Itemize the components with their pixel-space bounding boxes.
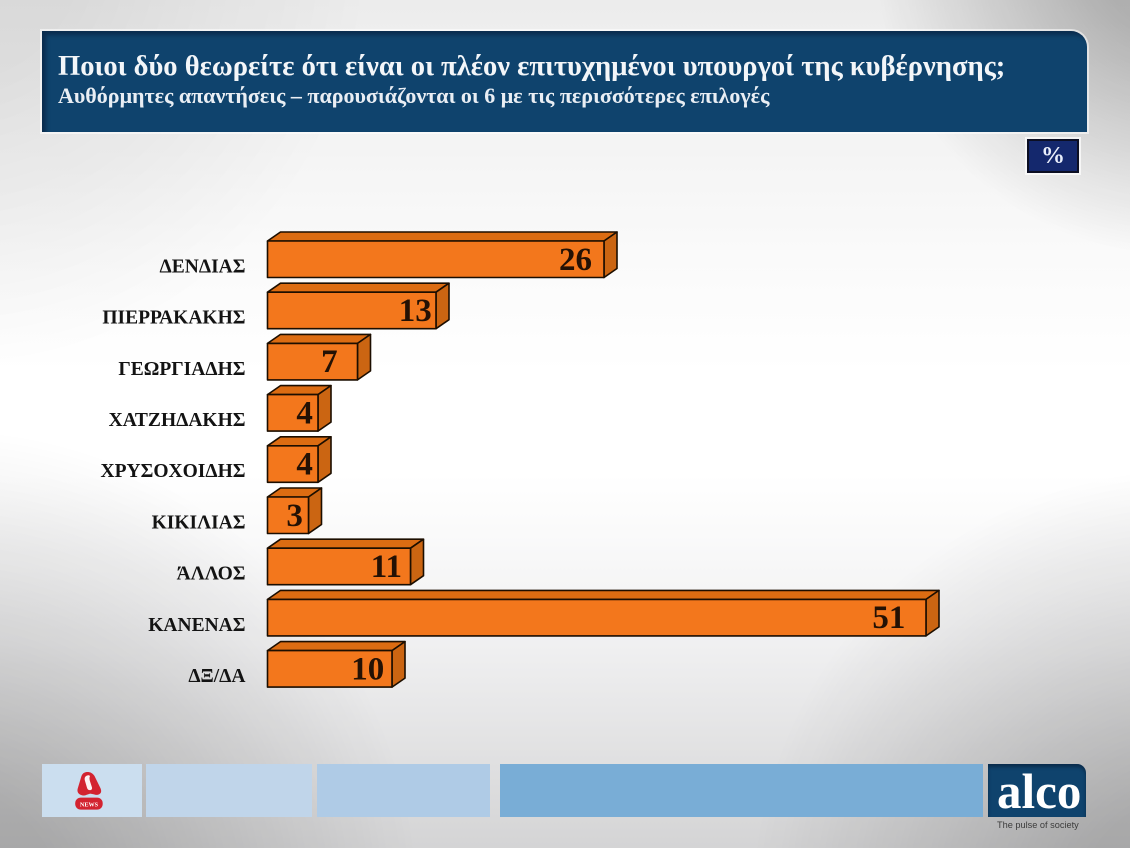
svg-text:ΓΕΩΡΓΙΑΔΗΣ: ΓΕΩΡΓΙΑΔΗΣ xyxy=(118,359,245,380)
svg-text:ΚΑΝΕΝΑΣ: ΚΑΝΕΝΑΣ xyxy=(148,615,245,636)
svg-text:ΆΛΛΟΣ: ΆΛΛΟΣ xyxy=(177,564,246,585)
svg-text:ΠΙΕΡΡΑΚΑΚΗΣ: ΠΙΕΡΡΑΚΑΚΗΣ xyxy=(102,308,245,329)
svg-text:NEWS: NEWS xyxy=(80,801,99,808)
svg-text:ΧΑΤΖΗΔΑΚΗΣ: ΧΑΤΖΗΔΑΚΗΣ xyxy=(109,410,246,431)
svg-text:ΔΕΝΔΙΑΣ: ΔΕΝΔΙΑΣ xyxy=(160,256,246,277)
svg-text:ΧΡΥΣΟΧΟΙΔΗΣ: ΧΡΥΣΟΧΟΙΔΗΣ xyxy=(101,461,246,482)
svg-text:3: 3 xyxy=(286,498,303,534)
svg-text:51: 51 xyxy=(872,600,905,636)
svg-text:7: 7 xyxy=(321,344,338,380)
svg-text:10: 10 xyxy=(351,651,384,687)
svg-text:ΔΞ/ΔΑ: ΔΞ/ΔΑ xyxy=(188,666,245,687)
svg-text:4: 4 xyxy=(296,447,313,483)
svg-text:ΚΙΚΙΛΙΑΣ: ΚΙΚΙΛΙΑΣ xyxy=(152,512,246,533)
svg-text:26: 26 xyxy=(559,242,592,278)
svg-text:13: 13 xyxy=(399,293,432,329)
svg-text:4: 4 xyxy=(296,395,313,431)
svg-text:11: 11 xyxy=(371,549,402,585)
